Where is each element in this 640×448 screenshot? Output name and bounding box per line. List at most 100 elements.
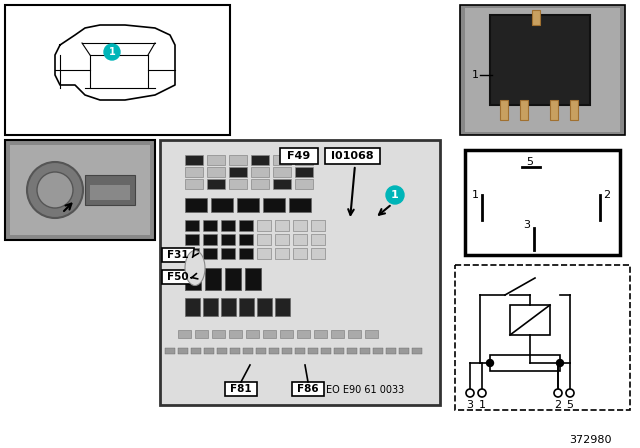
Bar bbox=[207, 167, 225, 177]
Bar bbox=[360, 348, 370, 354]
Text: F49: F49 bbox=[287, 151, 310, 161]
Bar bbox=[203, 234, 217, 245]
Bar bbox=[178, 330, 191, 338]
Bar bbox=[195, 330, 208, 338]
Bar bbox=[510, 305, 550, 335]
Bar bbox=[347, 348, 357, 354]
Bar bbox=[162, 270, 194, 284]
Bar bbox=[321, 348, 331, 354]
Bar bbox=[460, 5, 625, 135]
Bar bbox=[465, 8, 620, 132]
Bar bbox=[221, 298, 236, 316]
Bar bbox=[160, 140, 440, 405]
Bar bbox=[465, 150, 620, 255]
Bar bbox=[263, 330, 276, 338]
Circle shape bbox=[557, 359, 563, 366]
Bar bbox=[331, 330, 344, 338]
Text: 1: 1 bbox=[109, 47, 115, 57]
Bar bbox=[295, 179, 313, 189]
Bar bbox=[203, 248, 217, 259]
Bar bbox=[178, 348, 188, 354]
Bar bbox=[490, 355, 560, 371]
Bar bbox=[311, 248, 325, 259]
Bar bbox=[203, 220, 217, 231]
Text: 5: 5 bbox=[566, 400, 573, 410]
Text: F81: F81 bbox=[230, 384, 252, 394]
Bar bbox=[297, 330, 310, 338]
Bar bbox=[280, 148, 318, 164]
Bar bbox=[225, 382, 257, 396]
Bar bbox=[570, 100, 578, 120]
Bar bbox=[217, 348, 227, 354]
Bar bbox=[211, 198, 233, 212]
Bar bbox=[292, 382, 324, 396]
Bar bbox=[289, 198, 311, 212]
Text: 1: 1 bbox=[472, 190, 479, 200]
Bar bbox=[185, 234, 199, 245]
Text: F31: F31 bbox=[167, 250, 189, 260]
Bar bbox=[90, 185, 130, 200]
Bar bbox=[412, 348, 422, 354]
Bar bbox=[257, 248, 271, 259]
Circle shape bbox=[566, 389, 574, 397]
Bar bbox=[212, 330, 225, 338]
Bar bbox=[273, 155, 291, 165]
Bar bbox=[263, 198, 285, 212]
Bar bbox=[185, 268, 201, 290]
Bar bbox=[308, 348, 318, 354]
Text: 3: 3 bbox=[467, 400, 474, 410]
Bar bbox=[165, 348, 175, 354]
Bar bbox=[185, 198, 207, 212]
Bar bbox=[245, 268, 261, 290]
Text: EO E90 61 0033: EO E90 61 0033 bbox=[326, 385, 404, 395]
Circle shape bbox=[37, 172, 73, 208]
Bar bbox=[348, 330, 361, 338]
Text: 5: 5 bbox=[527, 157, 534, 167]
Bar bbox=[273, 167, 291, 177]
Bar bbox=[225, 268, 241, 290]
Bar bbox=[273, 179, 291, 189]
Bar bbox=[239, 220, 253, 231]
Bar bbox=[550, 100, 558, 120]
Bar bbox=[399, 348, 409, 354]
Circle shape bbox=[466, 389, 474, 397]
Bar bbox=[280, 330, 293, 338]
Bar bbox=[230, 348, 240, 354]
Ellipse shape bbox=[185, 250, 205, 285]
Circle shape bbox=[386, 186, 404, 204]
Bar bbox=[282, 348, 292, 354]
Circle shape bbox=[104, 44, 120, 60]
Bar bbox=[5, 140, 155, 240]
Bar bbox=[204, 348, 214, 354]
Bar bbox=[500, 100, 508, 120]
Bar bbox=[293, 248, 307, 259]
Bar bbox=[85, 175, 135, 205]
Text: 372980: 372980 bbox=[569, 435, 611, 445]
Bar bbox=[293, 220, 307, 231]
Bar bbox=[5, 5, 230, 135]
Text: F50: F50 bbox=[167, 272, 189, 282]
Text: I01068: I01068 bbox=[331, 151, 374, 161]
Bar bbox=[251, 167, 269, 177]
Bar bbox=[185, 167, 203, 177]
Bar bbox=[257, 220, 271, 231]
Bar bbox=[386, 348, 396, 354]
Bar bbox=[256, 348, 266, 354]
Bar bbox=[269, 348, 279, 354]
Bar bbox=[221, 234, 235, 245]
Bar bbox=[185, 220, 199, 231]
Bar bbox=[520, 100, 528, 120]
Bar bbox=[251, 179, 269, 189]
Bar bbox=[229, 155, 247, 165]
Bar bbox=[325, 148, 380, 164]
Bar bbox=[207, 155, 225, 165]
Bar bbox=[191, 348, 201, 354]
Text: 3: 3 bbox=[524, 220, 531, 230]
Text: 2: 2 bbox=[604, 190, 611, 200]
Bar bbox=[221, 248, 235, 259]
Circle shape bbox=[554, 389, 562, 397]
Text: 1: 1 bbox=[391, 190, 399, 200]
Bar bbox=[365, 330, 378, 338]
Bar bbox=[162, 248, 194, 262]
Bar bbox=[275, 298, 290, 316]
